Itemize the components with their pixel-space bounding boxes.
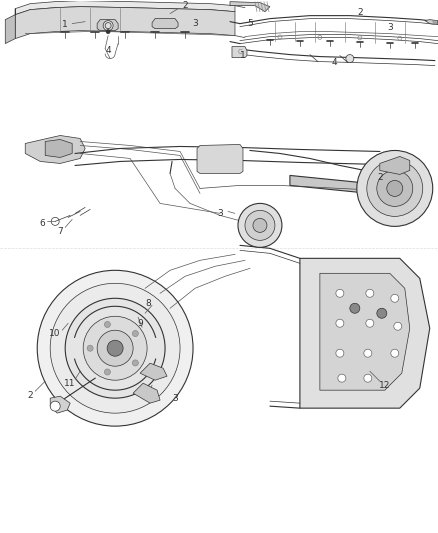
Polygon shape xyxy=(15,1,235,14)
Circle shape xyxy=(377,171,413,206)
Circle shape xyxy=(106,30,110,34)
Text: 2: 2 xyxy=(377,173,383,182)
Text: 4: 4 xyxy=(105,46,111,55)
Circle shape xyxy=(97,330,133,366)
Circle shape xyxy=(366,319,374,327)
Circle shape xyxy=(104,321,110,327)
Text: 3: 3 xyxy=(387,23,392,32)
Circle shape xyxy=(253,219,267,232)
Circle shape xyxy=(391,294,399,302)
Polygon shape xyxy=(140,363,167,380)
Polygon shape xyxy=(300,259,430,408)
Circle shape xyxy=(87,345,93,351)
Circle shape xyxy=(50,401,60,411)
Circle shape xyxy=(336,349,344,357)
Polygon shape xyxy=(15,6,235,38)
Circle shape xyxy=(50,284,180,413)
Circle shape xyxy=(391,349,399,357)
Text: 2: 2 xyxy=(182,1,188,10)
Text: 12: 12 xyxy=(379,381,391,390)
Circle shape xyxy=(65,298,165,398)
Polygon shape xyxy=(425,20,438,25)
Circle shape xyxy=(367,160,423,216)
Circle shape xyxy=(336,289,344,297)
Circle shape xyxy=(336,319,344,327)
Polygon shape xyxy=(320,273,410,390)
Text: 2: 2 xyxy=(28,391,33,400)
Text: 3: 3 xyxy=(192,19,198,28)
Text: 9: 9 xyxy=(137,319,143,328)
Text: 3: 3 xyxy=(172,394,178,402)
Polygon shape xyxy=(45,140,72,157)
Circle shape xyxy=(37,270,193,426)
Circle shape xyxy=(103,21,113,30)
Text: 3: 3 xyxy=(217,209,223,218)
Circle shape xyxy=(51,217,59,225)
Polygon shape xyxy=(133,383,160,403)
Circle shape xyxy=(377,308,387,318)
Polygon shape xyxy=(380,157,410,174)
Circle shape xyxy=(364,349,372,357)
Text: 10: 10 xyxy=(49,329,61,338)
Polygon shape xyxy=(230,2,270,12)
Text: C: C xyxy=(237,49,242,54)
Text: 1: 1 xyxy=(240,51,246,60)
Circle shape xyxy=(83,316,147,380)
Text: 5: 5 xyxy=(247,19,253,28)
Circle shape xyxy=(357,150,433,227)
Circle shape xyxy=(364,374,372,382)
Circle shape xyxy=(350,303,360,313)
Text: 6: 6 xyxy=(39,219,45,228)
Text: 2: 2 xyxy=(357,8,363,17)
Text: 7: 7 xyxy=(57,227,63,236)
Polygon shape xyxy=(50,396,70,413)
Text: 11: 11 xyxy=(64,378,76,387)
Circle shape xyxy=(245,211,275,240)
Circle shape xyxy=(132,360,138,366)
Circle shape xyxy=(104,369,110,375)
Polygon shape xyxy=(25,135,85,164)
Circle shape xyxy=(366,289,374,297)
Circle shape xyxy=(238,204,282,247)
Circle shape xyxy=(132,330,138,336)
Text: 8: 8 xyxy=(145,299,151,308)
Polygon shape xyxy=(152,19,178,29)
Circle shape xyxy=(338,374,346,382)
Polygon shape xyxy=(290,175,410,196)
Polygon shape xyxy=(232,46,247,58)
Polygon shape xyxy=(97,20,118,30)
Circle shape xyxy=(387,181,403,197)
Circle shape xyxy=(346,54,354,62)
Polygon shape xyxy=(197,144,243,173)
Text: 1: 1 xyxy=(62,20,68,29)
Circle shape xyxy=(107,340,123,356)
Text: 4: 4 xyxy=(332,58,338,67)
Polygon shape xyxy=(5,9,15,44)
Circle shape xyxy=(394,322,402,330)
